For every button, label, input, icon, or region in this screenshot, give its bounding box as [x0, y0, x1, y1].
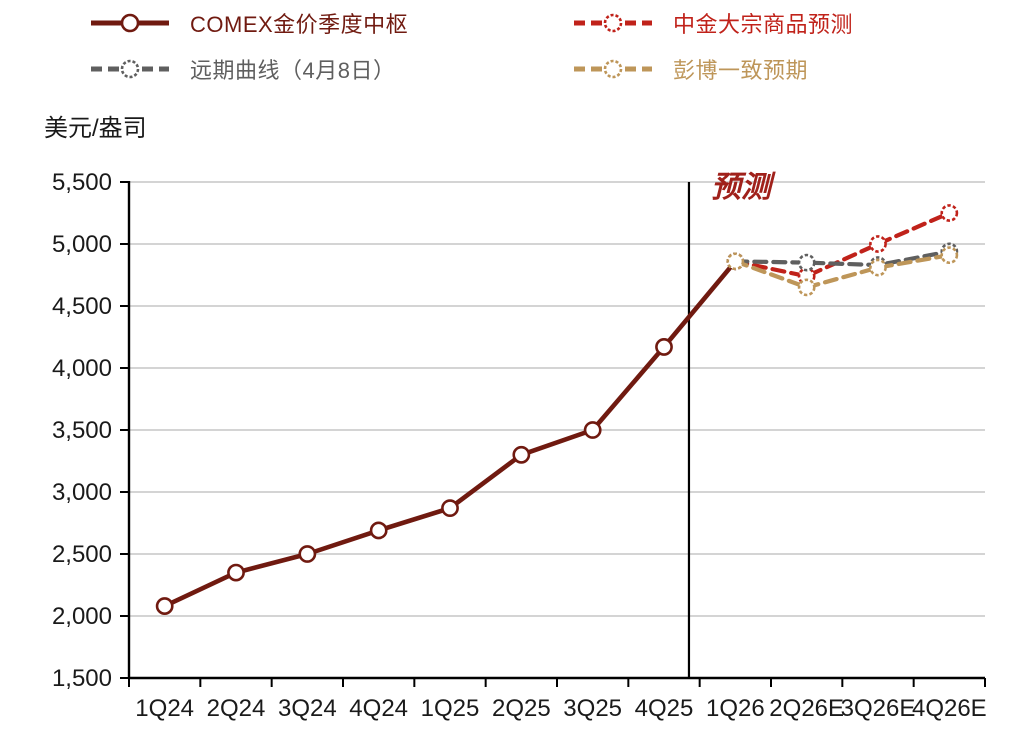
y-tick-label: 2,500: [52, 541, 112, 568]
x-tick-label: 4Q24: [349, 695, 408, 722]
comex-line-sample-icon: [91, 13, 169, 33]
legend-label-bloomberg-consensus: 彭博一致预期: [673, 58, 809, 83]
forward-curve-line-sample-icon: [91, 59, 169, 79]
y-tick-label: 4,000: [52, 355, 112, 382]
x-tick-label: 3Q26E: [841, 695, 916, 722]
series-bloomberg: [726, 246, 959, 297]
series-line-cicc: [733, 210, 952, 279]
data-point-marker: [583, 421, 602, 439]
data-point-marker: [940, 246, 959, 265]
legend-label-cicc-forecast: 中金大宗商品预测: [673, 12, 854, 37]
legend-item-forward-curve: 远期曲线（4月8日）: [88, 54, 571, 84]
legend-label-comex: COMEX金价季度中枢: [190, 12, 409, 37]
legend-item-cicc-forecast: 中金大宗商品预测: [571, 8, 980, 38]
legend-item-comex: COMEX金价季度中枢: [88, 8, 571, 38]
y-tick-label: 5,000: [52, 231, 112, 258]
legend: COMEX金价季度中枢 中金大宗商品预测 远期曲线（4月8日） 彭博一致预期: [88, 8, 980, 84]
y-tick-label: 3,000: [52, 479, 112, 506]
series-line-forward: [733, 249, 952, 268]
data-point-marker: [298, 545, 317, 563]
data-point-marker: [512, 445, 531, 464]
cicc-line-sample-icon: [574, 13, 652, 33]
y-tick-label: 3,500: [52, 417, 112, 444]
data-point-marker: [655, 338, 673, 356]
y-axis-labels: 1,500 2,000 2,500 3,000 3,500 4,000 4,500 5,000…: [52, 169, 129, 692]
data-point-marker: [726, 252, 745, 271]
x-tick-label: 2Q25: [492, 695, 551, 722]
x-axis-labels: 1Q24 2Q24 3Q24 4Q24 1Q25 2Q25 3Q25 4Q25 1Q26 2Q26…: [128, 678, 987, 722]
x-tick-label: 2Q24: [207, 695, 266, 722]
x-tick-label: 4Q26E: [912, 695, 987, 722]
series-line-bloomberg: [733, 253, 952, 290]
y-axis-unit-label: 美元/盎司: [44, 115, 147, 142]
data-point-marker: [940, 204, 959, 222]
y-tick-label: 2,000: [52, 603, 112, 630]
x-tick-label: 3Q25: [563, 695, 622, 722]
legend-label-forward-curve: 远期曲线（4月8日）: [190, 58, 396, 83]
data-point-marker: [155, 597, 174, 615]
data-point-marker: [869, 258, 887, 277]
data-point-marker: [869, 235, 887, 253]
data-point-marker: [227, 563, 245, 582]
data-point-marker: [797, 278, 816, 297]
data-point-marker: [369, 521, 388, 540]
series-comex: [155, 259, 738, 615]
gridlines: [129, 181, 985, 617]
data-point-marker: [441, 499, 459, 518]
y-tick-label: 4,500: [52, 293, 112, 320]
x-tick-label: 2Q26E: [769, 695, 844, 722]
forecast-annotation: 预测: [711, 171, 776, 204]
x-tick-label: 4Q25: [635, 695, 694, 722]
y-tick-label: 5,500: [52, 169, 112, 196]
x-tick-label: 1Q24: [135, 695, 194, 722]
x-tick-label: 1Q26: [706, 695, 765, 722]
y-tick-label: 1,500: [52, 665, 112, 692]
x-tick-label: 1Q25: [421, 695, 480, 722]
data-point-marker: [797, 253, 816, 272]
bloomberg-line-sample-icon: [574, 59, 652, 79]
legend-item-bloomberg-consensus: 彭博一致预期: [571, 54, 980, 84]
x-tick-label: 3Q24: [278, 695, 337, 722]
